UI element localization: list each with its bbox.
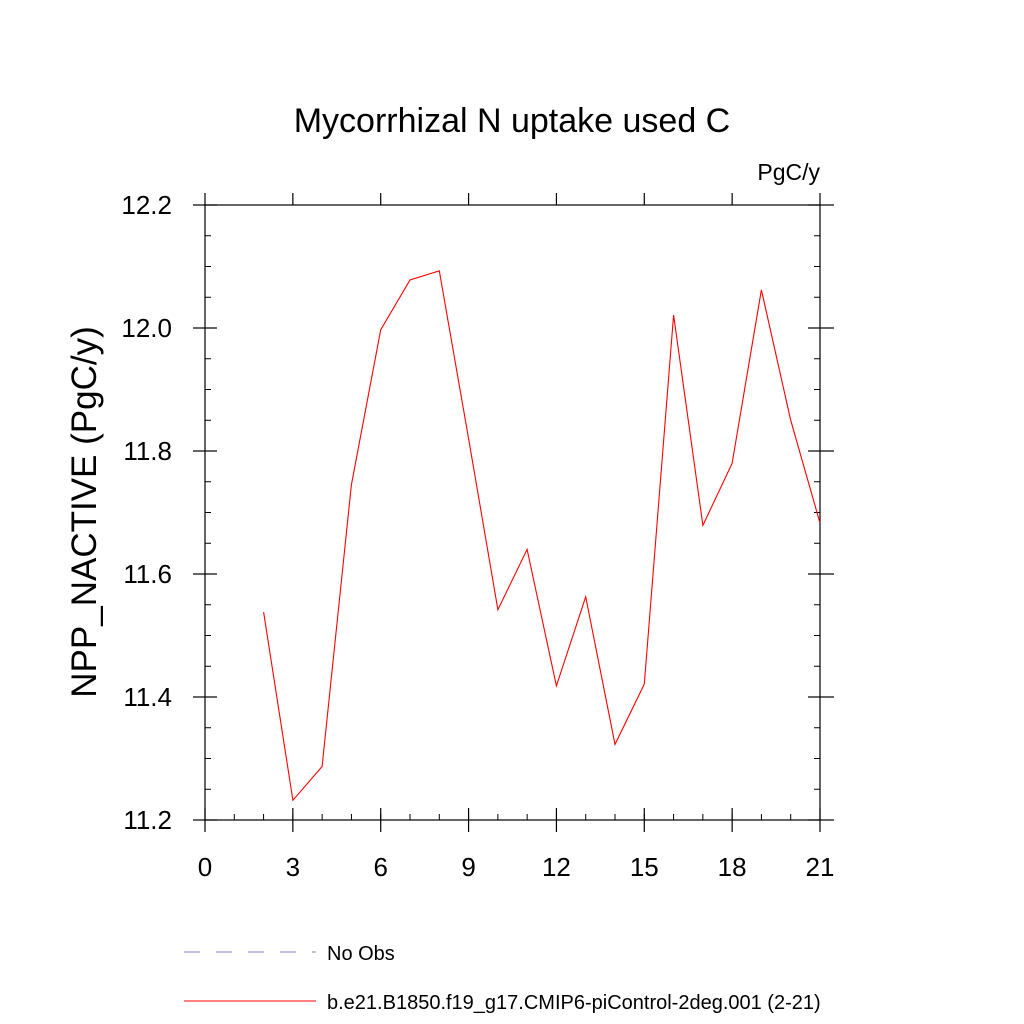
legend-label: No Obs: [327, 943, 395, 965]
legend: No Obs b.e21.B1850.f19_g17.CMIP6-piContro…: [184, 943, 821, 1014]
x-tick-label: 6: [373, 852, 387, 882]
y-tick-label: 12.0: [121, 313, 172, 343]
y-axis-ticks: 11.2 11.4 11.6 11.8 12.0 12.2: [121, 190, 834, 835]
x-tick-label: 12: [542, 852, 571, 882]
minor-ticks: [204, 204, 821, 821]
y-tick-label: 11.6: [123, 559, 172, 589]
x-tick-label: 18: [718, 852, 747, 882]
y-tick-label: 12.2: [121, 190, 172, 220]
y-tick-label: 11.2: [123, 805, 172, 835]
x-tick-label: 15: [630, 852, 659, 882]
x-tick-label: 3: [286, 852, 300, 882]
x-axis-ticks: 0 3 6 9 12 15 18 21: [198, 193, 835, 882]
chart-title: Mycorrhizal N uptake used C: [294, 102, 731, 140]
series-line: [263, 270, 821, 802]
x-tick-label: 9: [461, 852, 475, 882]
plot-frame: [204, 204, 821, 821]
y-tick-label: 11.8: [123, 436, 172, 466]
units-label: PgC/y: [757, 159, 820, 185]
y-axis-label: NPP_NACTIVE (PgC/y): [65, 326, 104, 697]
x-tick-label: 0: [198, 852, 212, 882]
series-layer: [263, 270, 821, 802]
y-tick-label: 11.4: [123, 682, 172, 712]
legend-label: b.e21.B1850.f19_g17.CMIP6-piControl-2deg…: [327, 992, 821, 1014]
x-tick-label: 21: [806, 852, 835, 882]
